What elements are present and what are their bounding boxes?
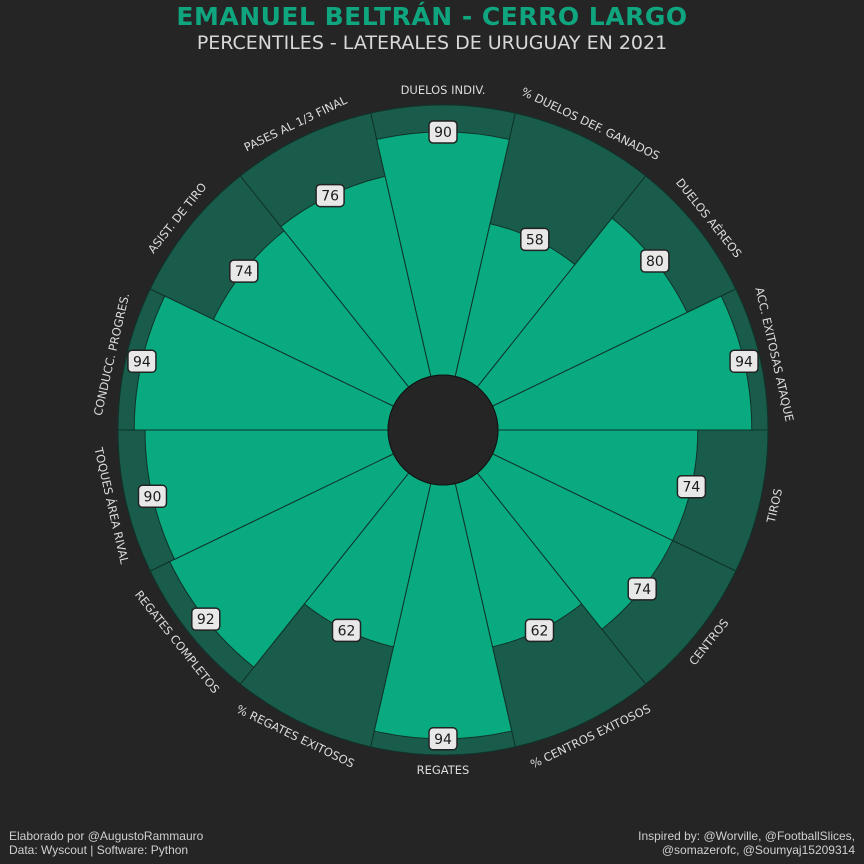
value-label-regates-exitosos: 62: [331, 618, 362, 643]
footer-inspired-line2: @somazerofc, @Soumyaj15209314: [661, 843, 855, 857]
value-label-duelos-def-ganados: 58: [520, 227, 550, 252]
footer-inspired-line1: Inspired by: @Worville, @FootballSlices,: [638, 829, 855, 843]
center-circle: [387, 374, 499, 486]
svg-text:94: 94: [434, 732, 452, 748]
value-label-duelos-indiv: 90: [428, 120, 458, 144]
chart-title: EMANUEL BELTRÁN - CERRO LARGO: [176, 2, 688, 31]
svg-text:74: 74: [682, 480, 700, 496]
value-label-pases-al-1-3-final: 76: [315, 183, 345, 208]
svg-text:92: 92: [197, 612, 215, 628]
category-label-tiros: TIROS: [764, 487, 786, 525]
value-label-tiros: 74: [676, 474, 707, 499]
value-label-acc-exitosas-ataque: 94: [729, 349, 759, 374]
svg-text:74: 74: [633, 582, 651, 598]
value-label-centros: 74: [627, 577, 657, 601]
svg-text:90: 90: [434, 125, 452, 141]
value-label-centros-exitosos: 62: [524, 618, 555, 643]
svg-text:94: 94: [735, 354, 753, 370]
chart-subtitle: PERCENTILES - LATERALES DE URUGUAY EN 20…: [196, 32, 668, 54]
value-label-regates-completos: 92: [191, 607, 221, 631]
svg-text:74: 74: [235, 264, 253, 280]
svg-text:62: 62: [338, 623, 356, 639]
footer-source: Data: Wyscout | Software: Python: [9, 843, 189, 857]
footer-author: Elaborado por @AugustoRammauro: [9, 829, 204, 843]
svg-text:80: 80: [646, 254, 664, 270]
value-label-asist-de-tiro: 74: [229, 259, 259, 283]
svg-text:62: 62: [531, 623, 549, 639]
footer-inspired: Inspired by: @Worville, @FootballSlices,…: [638, 829, 855, 857]
value-label-toques-area-rival: 90: [137, 484, 168, 509]
svg-text:58: 58: [526, 232, 544, 248]
category-label-regates: REGATES: [417, 763, 470, 777]
category-label-duelos-indiv: DUELOS INDIV.: [401, 83, 486, 97]
footer-credits: Elaborado por @AugustoRammauro Data: Wys…: [9, 829, 203, 857]
svg-text:90: 90: [144, 489, 162, 505]
svg-text:76: 76: [321, 189, 339, 205]
svg-text:94: 94: [133, 354, 151, 370]
value-label-conducc-progres: 94: [127, 349, 157, 374]
value-label-regates: 94: [428, 727, 458, 751]
value-label-duelos-aereos: 80: [640, 249, 670, 273]
